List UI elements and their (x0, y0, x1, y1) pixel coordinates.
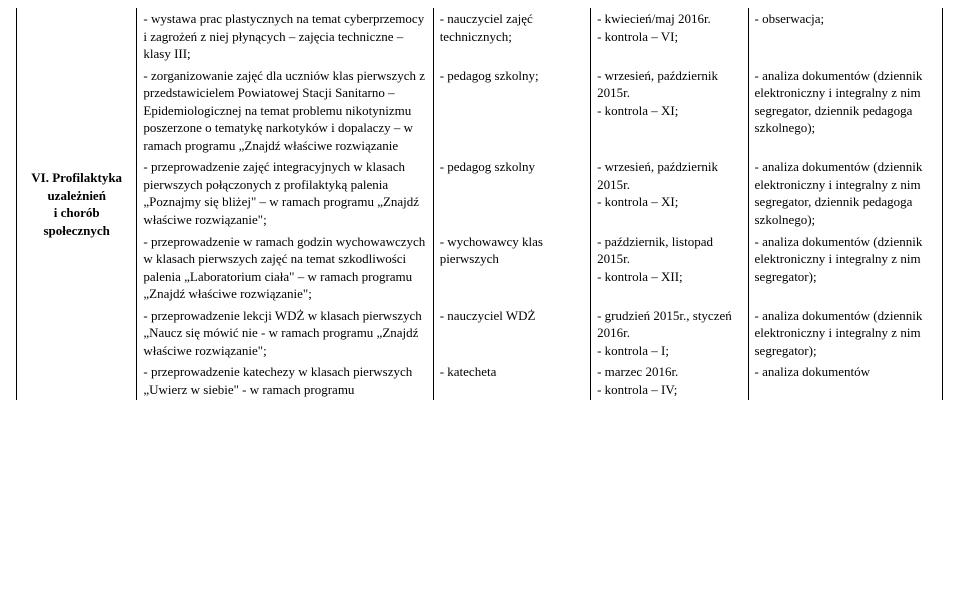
cell-col2: - przeprowadzenie katechezy w klasach pi… (137, 361, 433, 400)
cell-text: - wychowawcy klas pierwszych (440, 234, 547, 267)
cell-text: - katecheta (440, 364, 497, 379)
cell-text: - wystawa prac plastycznych na temat cyb… (143, 11, 427, 61)
table-row: - przeprowadzenie lekcji WDŻ w klasach p… (17, 305, 943, 362)
cell-col2: - wystawa prac plastycznych na temat cyb… (137, 8, 433, 65)
section-heading: VI. Profilaktyka uzależnień i chorób spo… (31, 170, 122, 238)
cell-col5: - analiza dokumentów (dziennik elektroni… (748, 65, 943, 157)
cell-col3: - wychowawcy klas pierwszych (433, 231, 590, 305)
cell-text: - analiza dokumentów (755, 364, 871, 379)
cell-col4: - grudzień 2015r., styczeń 2016r. - kont… (591, 305, 748, 362)
cell-col5: - analiza dokumentów (dziennik elektroni… (748, 305, 943, 362)
cell-text: - nauczyciel WDŻ (440, 308, 536, 323)
cell-text: - pedagog szkolny (440, 159, 535, 174)
table-row: VI. Profilaktyka uzależnień i chorób spo… (17, 8, 943, 65)
cell-text: - analiza dokumentów (dziennik elektroni… (755, 159, 926, 227)
cell-col5: - obserwacja; (748, 8, 943, 65)
cell-text: - wrzesień, październik 2015r. - kontrol… (597, 68, 721, 118)
cell-col4: - wrzesień, październik 2015r. - kontrol… (591, 65, 748, 157)
cell-text: - analiza dokumentów (dziennik elektroni… (755, 308, 926, 358)
cell-text: - marzec 2016r. - kontrola – IV; (597, 364, 678, 397)
cell-col3: - pedagog szkolny (433, 156, 590, 230)
cell-text: - analiza dokumentów (dziennik elektroni… (755, 68, 926, 136)
section-heading-cell: VI. Profilaktyka uzależnień i chorób spo… (17, 8, 137, 400)
cell-col3: - nauczyciel zajęć technicznych; (433, 8, 590, 65)
cell-text: - nauczyciel zajęć technicznych; (440, 11, 536, 44)
cell-text: - zorganizowanie zajęć dla uczniów klas … (143, 68, 428, 153)
cell-col2: - przeprowadzenie w ramach godzin wychow… (137, 231, 433, 305)
cell-col5: - analiza dokumentów (dziennik elektroni… (748, 231, 943, 305)
cell-text: - przeprowadzenie katechezy w klasach pi… (143, 364, 415, 397)
cell-col4: - październik, listopad 2015r. - kontrol… (591, 231, 748, 305)
table-row: - zorganizowanie zajęć dla uczniów klas … (17, 65, 943, 157)
cell-text: - przeprowadzenie w ramach godzin wychow… (143, 234, 428, 302)
cell-col2: - przeprowadzenie zajęć integracyjnych w… (137, 156, 433, 230)
cell-text: - pedagog szkolny; (440, 68, 539, 83)
cell-col2: - przeprowadzenie lekcji WDŻ w klasach p… (137, 305, 433, 362)
cell-text: - grudzień 2015r., styczeń 2016r. - kont… (597, 308, 735, 358)
cell-text: - obserwacja; (755, 11, 825, 26)
cell-col3: - nauczyciel WDŻ (433, 305, 590, 362)
table-row: - przeprowadzenie w ramach godzin wychow… (17, 231, 943, 305)
cell-col4: - marzec 2016r. - kontrola – IV; (591, 361, 748, 400)
cell-text: - przeprowadzenie zajęć integracyjnych w… (143, 159, 422, 227)
cell-text: - październik, listopad 2015r. - kontrol… (597, 234, 716, 284)
cell-text: - przeprowadzenie lekcji WDŻ w klasach p… (143, 308, 428, 358)
cell-col4: - kwiecień/maj 2016r. - kontrola – VI; (591, 8, 748, 65)
cell-col5: - analiza dokumentów (748, 361, 943, 400)
cell-col3: - pedagog szkolny; (433, 65, 590, 157)
cell-text: - kwiecień/maj 2016r. - kontrola – VI; (597, 11, 711, 44)
cell-col2: - zorganizowanie zajęć dla uczniów klas … (137, 65, 433, 157)
cell-col5: - analiza dokumentów (dziennik elektroni… (748, 156, 943, 230)
cell-col3: - katecheta (433, 361, 590, 400)
cell-text: - analiza dokumentów (dziennik elektroni… (755, 234, 926, 284)
table-row: - przeprowadzenie zajęć integracyjnych w… (17, 156, 943, 230)
document-table: VI. Profilaktyka uzależnień i chorób spo… (16, 8, 943, 400)
cell-col4: - wrzesień, październik 2015r. - kontrol… (591, 156, 748, 230)
cell-text: - wrzesień, październik 2015r. - kontrol… (597, 159, 721, 209)
table-row: - przeprowadzenie katechezy w klasach pi… (17, 361, 943, 400)
